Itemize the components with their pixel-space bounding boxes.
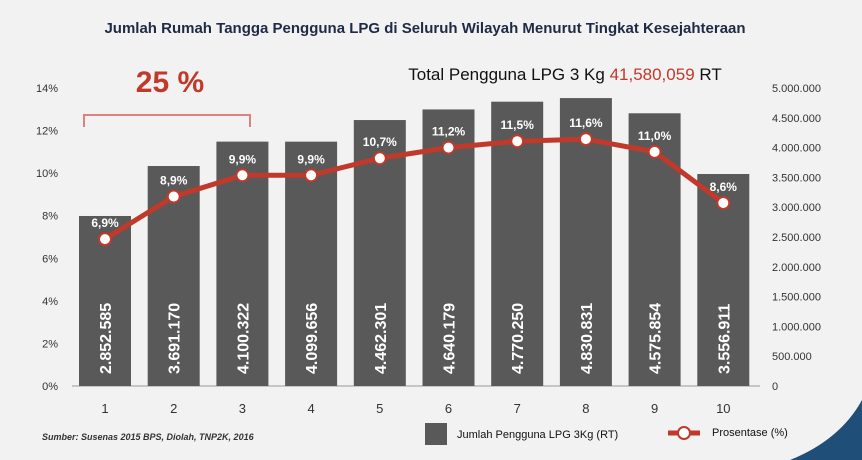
percentage-point (441, 140, 456, 155)
total-label: Total Pengguna LPG 3 Kg 41,580,059 RT (408, 65, 722, 84)
percentage-label: 11,6% (569, 116, 603, 130)
highlight-percentage: 25 % (136, 66, 204, 99)
corner-decoration (790, 400, 862, 460)
percentage-label: 9,9% (229, 152, 257, 166)
percentage-label: 8,6% (710, 180, 738, 194)
percentage-label: 10,7% (363, 135, 397, 149)
right-axis-tick: 2.000.000 (772, 262, 821, 274)
percentage-line (103, 136, 725, 242)
bar (422, 109, 475, 386)
right-axis-tick: 3.000.000 (772, 202, 821, 214)
x-axis-tick: 9 (651, 401, 658, 416)
left-axis-tick: 10% (36, 168, 58, 180)
bar-value-label: 4.830.831 (579, 303, 596, 374)
right-axis-tick: 500.000 (772, 351, 812, 363)
left-axis-tick: 6% (42, 253, 58, 265)
bar-value-label: 4.640.179 (442, 303, 459, 374)
percentage-point (304, 168, 319, 183)
left-axis-tick: 2% (42, 338, 58, 350)
highlight-bracket (83, 114, 251, 127)
bar-value-label: 3.556.911 (716, 304, 733, 374)
right-axis-tick: 4.000.000 (772, 143, 821, 155)
x-axis-tick: 5 (376, 401, 383, 416)
percentage-label: 9,9% (297, 152, 325, 166)
percentage-point (166, 189, 181, 204)
bar (285, 141, 338, 386)
percentage-point (98, 232, 112, 247)
percentage-label: 8,9% (160, 174, 188, 188)
percentage-label: 11,5% (501, 118, 535, 132)
chart-title: Jumlah Rumah Tangga Pengguna LPG di Selu… (104, 20, 745, 37)
percentage-point (716, 195, 731, 210)
x-axis-tick: 3 (239, 401, 246, 416)
x-axis-tick: 2 (170, 401, 177, 416)
left-axis-tick: 12% (36, 126, 58, 138)
right-axis-tick: 3.500.000 (772, 172, 821, 184)
percentage-label: 6,9% (91, 216, 119, 230)
bar-value-label: 4.770.250 (510, 303, 527, 374)
bar-value-label: 4.100.322 (235, 303, 252, 374)
right-axis-tick: 4.500.000 (772, 113, 821, 125)
legend-bar-swatch (425, 423, 447, 445)
bar-value-label: 4.575.854 (648, 303, 665, 374)
left-axis-tick: 8% (42, 211, 58, 223)
percentage-point (235, 168, 250, 183)
x-axis-tick: 6 (445, 401, 452, 416)
bar (491, 101, 544, 386)
left-axis-tick: 4% (42, 296, 58, 308)
legend-line-marker (677, 426, 691, 440)
right-axis-tick: 2.500.000 (772, 232, 821, 244)
percentage-point (510, 134, 525, 149)
bar-value-label: 4.462.301 (373, 303, 390, 374)
bar-value-label: 3.691.170 (167, 303, 184, 374)
right-axis-tick: 5.000.000 (772, 83, 821, 95)
percentage-point (647, 144, 662, 159)
bar-value-label: 4.099.656 (304, 303, 321, 374)
left-axis-tick: 0% (42, 381, 58, 393)
bar-value-label: 2.852.585 (98, 303, 115, 374)
x-axis-tick: 8 (582, 401, 589, 416)
percentage-point (578, 132, 593, 147)
x-axis-tick: 7 (514, 401, 521, 416)
right-axis-tick: 1.500.000 (772, 292, 821, 304)
x-axis-tick: 1 (101, 401, 108, 416)
legend-line-label: Prosentase (%) (712, 427, 788, 439)
source-note: Sumber: Susenas 2015 BPS, Diolah, TNP2K,… (42, 432, 255, 442)
percentage-label: 11,2% (432, 125, 466, 139)
x-axis-tick: 4 (307, 401, 314, 416)
percentage-label: 11,0% (638, 129, 672, 143)
right-axis-tick: 1.000.000 (772, 321, 821, 333)
legend-bar-label: Jumlah Pengguna LPG 3Kg (RT) (457, 429, 618, 441)
left-axis-tick: 14% (36, 83, 58, 95)
x-axis-tick: 10 (716, 401, 730, 416)
percentage-point (372, 151, 387, 166)
right-axis-tick: 0 (772, 381, 778, 393)
